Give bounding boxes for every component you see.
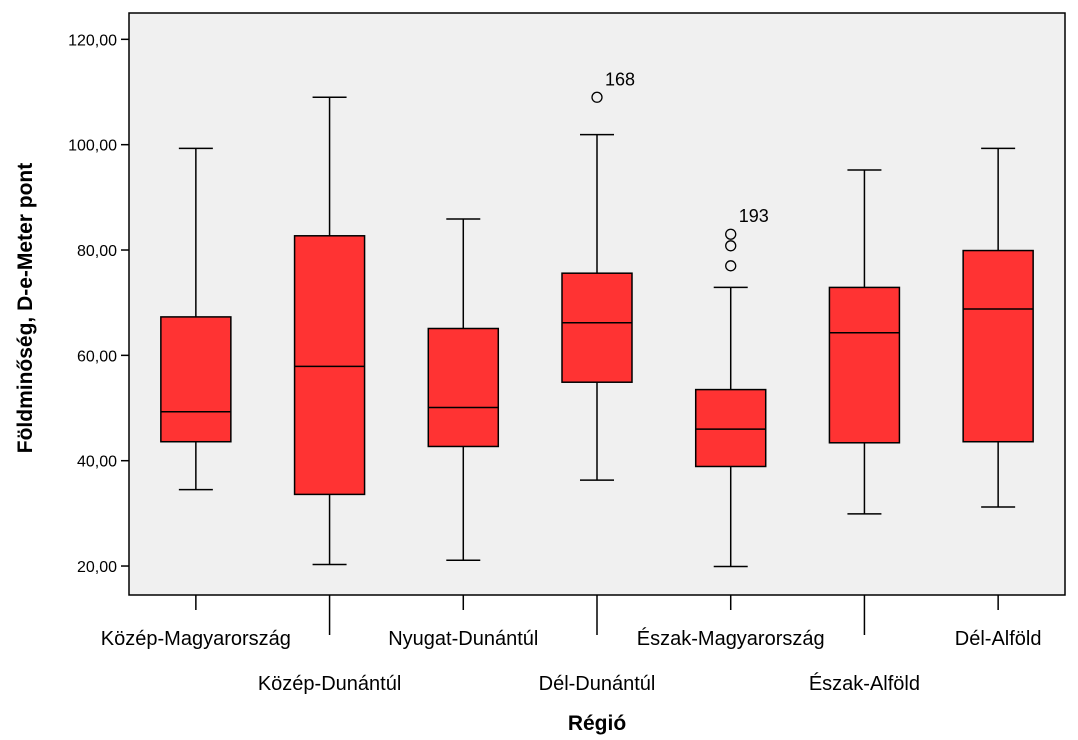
outlier-point: [591, 91, 603, 103]
x-tick-label: Észak-Alföld: [809, 672, 920, 695]
y-tick-label: 40,00: [77, 454, 117, 471]
box: [427, 327, 500, 448]
x-axis: Közép-Magyarország Közép-Dunántúl Nyugat-D…: [101, 595, 1042, 695]
y-axis: 20,00 40,00 60,00 80,00 100,00 120,00: [68, 32, 129, 576]
x-tick-label: Közép-Magyarország: [101, 628, 291, 650]
outlier-label: 168: [605, 69, 635, 89]
y-tick-label: 20,00: [77, 559, 117, 576]
box: [160, 316, 232, 443]
x-tick-label: Észak-Magyarország: [637, 627, 825, 650]
outlier-point: [725, 240, 737, 252]
x-tick-label: Nyugat-Dunántúl: [388, 628, 538, 650]
box: [962, 249, 1034, 443]
box: [694, 388, 767, 468]
outlier-point: [725, 260, 737, 272]
y-tick-label: 80,00: [77, 243, 117, 260]
y-tick-label: 100,00: [68, 138, 117, 155]
box: [828, 286, 901, 444]
x-tick-label: Dél-Dunántúl: [539, 673, 656, 695]
boxes: 168 193: [160, 69, 1034, 568]
outlier-label: 193: [739, 206, 769, 226]
x-axis-title: Régió: [568, 712, 626, 735]
box: [293, 235, 366, 496]
box: [561, 272, 633, 383]
x-tick-label: Dél-Alföld: [955, 628, 1042, 650]
y-tick-label: 60,00: [77, 348, 117, 365]
y-axis-title: Földminőség, D-e-Meter pont: [14, 163, 37, 454]
outlier-point: [725, 228, 737, 240]
y-tick-label: 120,00: [68, 32, 117, 49]
x-tick-label: Közép-Dunántúl: [258, 673, 401, 695]
